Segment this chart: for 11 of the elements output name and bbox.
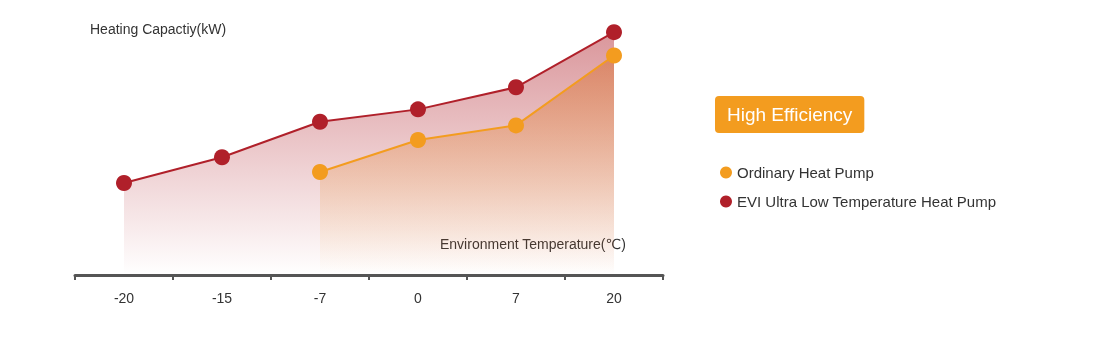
x-tick-label: 20 <box>606 290 622 306</box>
y-axis-title: Heating Capactiy(kW) <box>90 21 227 37</box>
x-tick-label: 0 <box>414 290 423 306</box>
x-axis-title: Environment Temperature(℃) <box>440 236 626 252</box>
x-tick-label: -20 <box>113 290 135 306</box>
x-tick-label: 7 <box>512 290 521 306</box>
x-tick-label: -7 <box>313 290 327 306</box>
legend-label: Ordinary Heat Pump <box>737 164 874 181</box>
text: High Efficiency <box>727 104 853 125</box>
x-tick-label: -15 <box>211 290 233 306</box>
legend-label: EVI Ultra Low Temperature Heat Pump <box>737 193 997 210</box>
